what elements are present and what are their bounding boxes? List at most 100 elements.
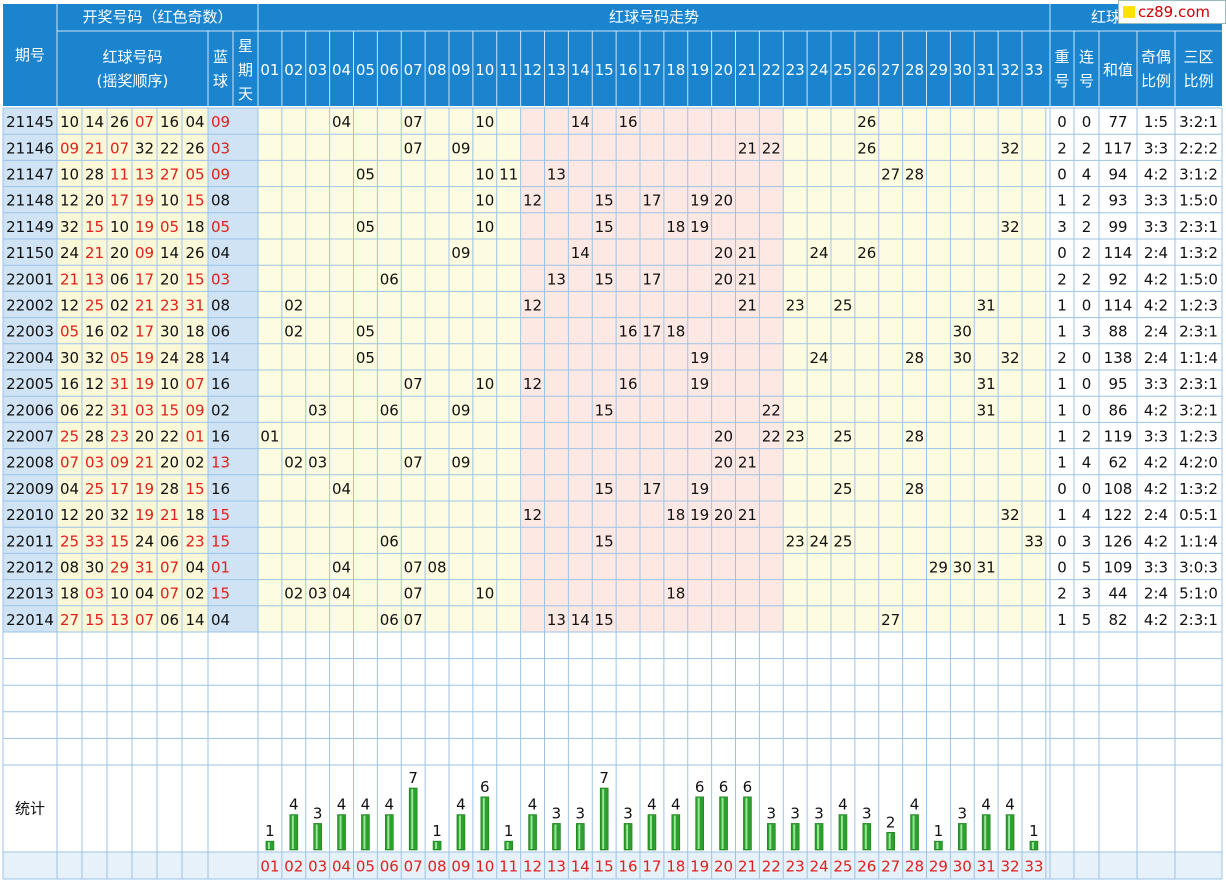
red-ball-cell: 22 [160,139,179,157]
zone3-bg [783,265,1046,292]
analysis-cells-bg [1050,212,1222,239]
stat-bar-highlight [769,824,772,849]
period-cell: 22002 [6,297,54,315]
header-number-col: 20 [714,61,733,79]
header-number-col: 25 [833,61,852,79]
zone2-bg [520,527,784,554]
trend-number-mark: 07 [404,375,423,393]
header-number-col: 33 [1024,61,1043,79]
header-number-col: 17 [642,61,661,79]
stat-bar-label: 3 [576,804,586,822]
footer-number-label: 01 [260,858,279,876]
zone2-bg [520,317,784,344]
trend-number-mark: 03 [308,454,327,472]
red-ball-cell: 04 [60,480,79,498]
period-cell: 22007 [6,428,54,446]
trend-number-mark: 17 [642,192,661,210]
red-ball-cell: 17 [135,270,154,288]
blue-ball-cell: 15 [211,585,230,603]
red-ball-cell: 02 [110,323,129,341]
red-ball-cell: 06 [160,532,179,550]
trend-number-mark: 32 [1001,139,1020,157]
header-weekday: 星 [238,37,253,55]
trend-number-mark: 15 [595,270,614,288]
red-ball-cell: 24 [60,244,79,262]
trend-number-mark: 18 [666,506,685,524]
zone1-bg [258,370,521,397]
stat-bar-label: 3 [958,804,968,822]
repeat-cell: 0 [1057,244,1067,262]
trend-number-mark: 11 [499,166,518,184]
stat-bar-label: 3 [814,804,824,822]
red-ball-cell: 08 [60,559,79,577]
sum-cell: 82 [1108,611,1127,629]
zone3-bg [783,396,1046,423]
zone2-bg [520,448,784,475]
red-ball-cell: 28 [85,428,104,446]
trend-number-mark: 15 [595,218,614,236]
trend-number-mark: 21 [738,244,757,262]
period-cell-bg [3,265,57,292]
stat-bar-highlight [936,842,939,849]
blue-ball-cell: 09 [211,113,230,131]
oddeven-cell: 3:3 [1144,428,1168,446]
sum-cell: 77 [1108,113,1127,131]
red-ball-cell: 18 [60,585,79,603]
stat-bar-highlight [626,824,629,849]
stat-bar-highlight [482,797,485,849]
consec-cell: 4 [1082,166,1092,184]
zone1-bg [258,501,521,528]
repeat-cell: 1 [1057,611,1067,629]
oddeven-cell: 4:2 [1144,401,1168,419]
repeat-cell: 0 [1057,559,1067,577]
footer-number-label: 13 [547,858,566,876]
stat-bar-highlight [506,842,509,849]
header-trend: 红球号码走势 [609,8,699,26]
trend-number-mark: 14 [571,244,590,262]
trend-number-mark: 10 [475,192,494,210]
blue-cells-bg [208,605,258,632]
zone3-bg [783,448,1046,475]
consec-cell: 2 [1082,244,1092,262]
zone2-bg [520,474,784,501]
red-ball-cell: 05 [185,166,204,184]
zone-cell: 1:1:4 [1179,532,1218,550]
red-ball-cell: 23 [160,297,179,315]
zone2-bg [520,160,784,187]
trend-number-mark: 20 [714,244,733,262]
zone2-bg [520,579,784,606]
repeat-cell: 1 [1057,454,1067,472]
red-ball-cell: 23 [110,428,129,446]
period-cell-bg [3,579,57,606]
trend-number-mark: 32 [1001,218,1020,236]
footer-number-label: 03 [308,858,327,876]
watermark-text: cz89.com [1138,3,1211,21]
trend-number-mark: 02 [284,585,303,603]
footer-number-label: 14 [571,858,590,876]
red-ball-cell: 15 [85,611,104,629]
red-ball-cell: 28 [85,166,104,184]
red-ball-cell: 03 [85,454,104,472]
trend-number-mark: 08 [428,559,447,577]
trend-number-mark: 10 [475,375,494,393]
zone3-bg [783,501,1046,528]
trend-number-mark: 19 [690,506,709,524]
analysis-cells-bg [1050,579,1222,606]
zone2-bg [520,239,784,266]
trend-number-mark: 05 [356,218,375,236]
period-cell-bg [3,474,57,501]
zone2-bg [520,108,784,135]
trend-number-mark: 27 [881,611,900,629]
zone3-bg [783,108,1046,135]
red-ball-cell: 09 [135,244,154,262]
trend-number-mark: 31 [977,401,996,419]
blue-ball-cell: 04 [211,611,230,629]
zone-cell: 1:3:2 [1179,244,1218,262]
period-cell-bg [3,134,57,161]
consec-cell: 3 [1082,585,1092,603]
trend-number-mark: 21 [738,270,757,288]
analysis-cells-bg [1050,474,1222,501]
red-ball-cell: 06 [60,401,79,419]
header-analysis-col: 比例 [1141,72,1171,90]
header-number-col: 12 [523,61,542,79]
